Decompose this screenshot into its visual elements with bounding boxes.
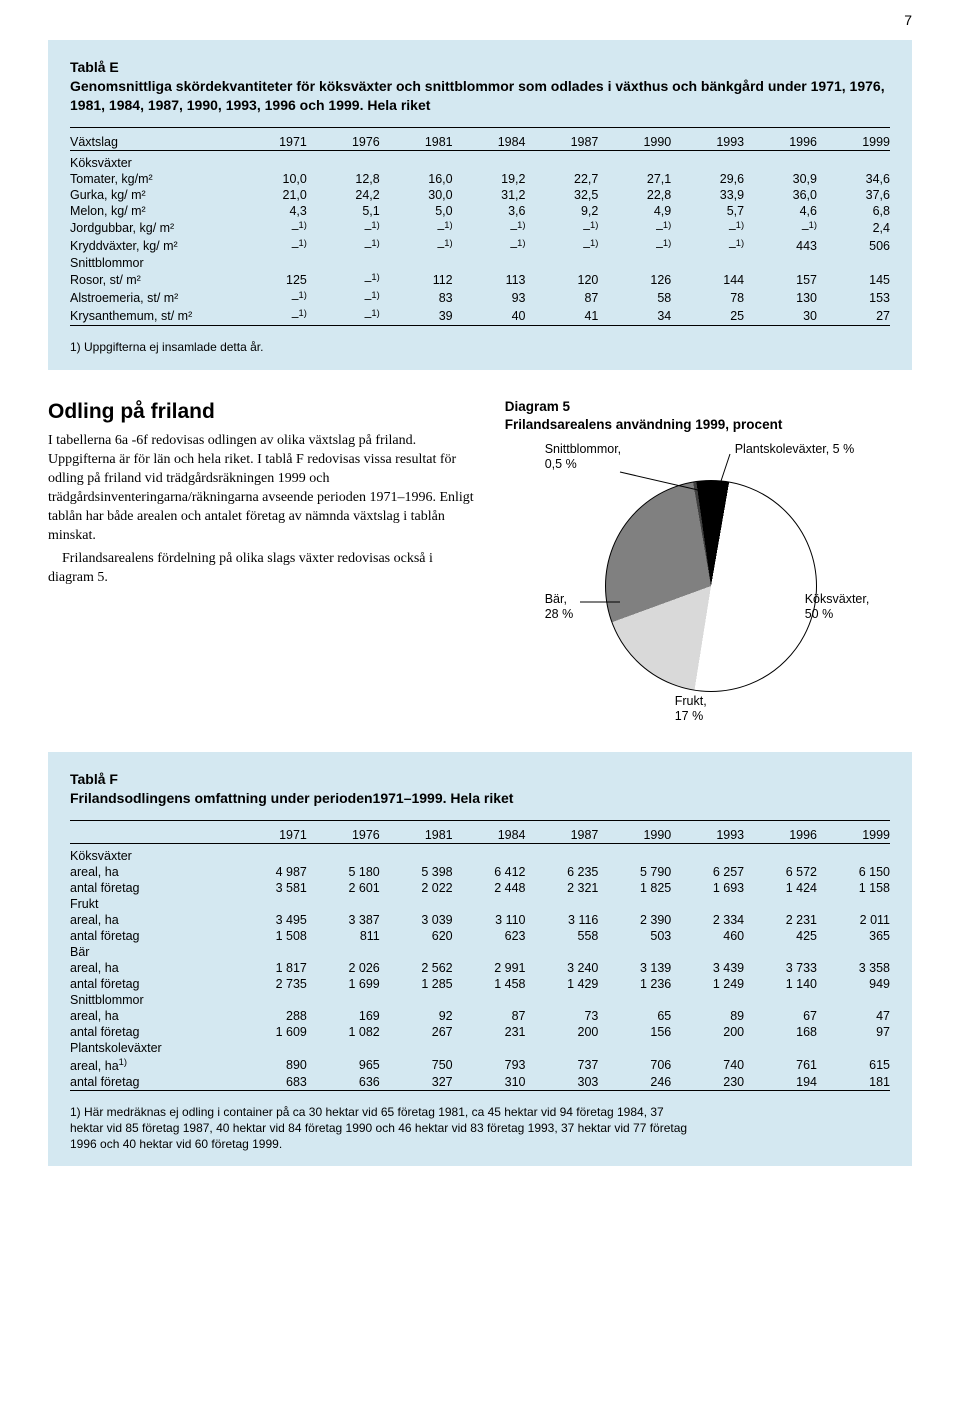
section-head: Köksväxter: [70, 155, 890, 171]
tabla-f-footnote: 1) Här medräknas ej odling i container p…: [70, 1105, 690, 1152]
table-row: areal, ha1)890965750793737706740761615: [70, 1056, 890, 1074]
tabla-e-box: Tablå EGenomsnittliga skördekvantiteter …: [48, 40, 912, 370]
table-row: areal, ha28816992877365896747: [70, 1008, 890, 1024]
section-head: Plantskoleväxter: [70, 1040, 890, 1056]
tabla-e-header: Växtslag 1971 1976 1981 1984 1987 1990 1…: [70, 134, 890, 151]
table-row: areal, ha4 9875 1805 3986 4126 2355 7906…: [70, 864, 890, 880]
table-row: Tomater, kg/m²10,012,816,019,222,727,129…: [70, 171, 890, 187]
table-row: antal företag683636327310303246230194181: [70, 1074, 890, 1091]
tabla-f-box: Tablå FFrilandsodlingens omfattning unde…: [48, 752, 912, 1166]
table-row: Rosor, st/ m²125–1)112113120126144157145: [70, 271, 890, 289]
odling-para2: Frilandsarealens fördelning på olika sla…: [48, 550, 477, 588]
section-head: Köksväxter: [70, 848, 890, 864]
tabla-f-header: 1971 1976 1981 1984 1987 1990 1993 1996 …: [70, 827, 890, 844]
section-head: Snittblommor: [70, 255, 890, 271]
diagram5-box: Diagram 5Frilandsarealens användning 199…: [505, 398, 912, 712]
odling-para1: I tabellerna 6a -6f redovisas odlingen a…: [48, 432, 477, 545]
table-row: antal företag1 6091 08226723120015620016…: [70, 1024, 890, 1040]
section-head: Bär: [70, 944, 890, 960]
section-head: Snittblommor: [70, 992, 890, 1008]
table-row: antal företag3 5812 6012 0222 4482 3211 …: [70, 880, 890, 896]
tabla-f-title: Tablå FFrilandsodlingens omfattning unde…: [70, 770, 890, 808]
odling-heading: Odling på friland: [48, 398, 477, 426]
table-row: antal företag1 5088116206235585034604253…: [70, 928, 890, 944]
tabla-e-table: Växtslag 1971 1976 1981 1984 1987 1990 1…: [70, 127, 890, 331]
table-row: Jordgubbar, kg/ m²–1)–1)–1)–1)–1)–1)–1)–…: [70, 219, 890, 237]
odling-text: Odling på friland I tabellerna 6a -6f re…: [48, 398, 477, 712]
table-row: Alstroemeria, st/ m²–1)–1)83938758781301…: [70, 289, 890, 307]
table-row: Melon, kg/ m²4,35,15,03,69,24,95,74,66,8: [70, 203, 890, 219]
tabla-e-title: Tablå EGenomsnittliga skördekvantiteter …: [70, 58, 890, 115]
vaxtslag-label: Växtslag: [70, 134, 234, 151]
table-row: Kryddväxter, kg/ m²–1)–1)–1)–1)–1)–1)–1)…: [70, 237, 890, 255]
tabla-f-table: 1971 1976 1981 1984 1987 1990 1993 1996 …: [70, 820, 890, 1095]
table-row: antal företag2 7351 6991 2851 4581 4291 …: [70, 976, 890, 992]
pie-leader-lines: [505, 442, 912, 712]
page-number: 7: [904, 12, 912, 28]
diagram5-title: Diagram 5Frilandsarealens användning 199…: [505, 398, 912, 434]
table-row: Krysanthemum, st/ m²–1)–1)39404134253027: [70, 307, 890, 326]
section-head: Frukt: [70, 896, 890, 912]
table-row: areal, ha1 8172 0262 5622 9913 2403 1393…: [70, 960, 890, 976]
table-row: areal, ha3 4953 3873 0393 1103 1162 3902…: [70, 912, 890, 928]
table-row: Gurka, kg/ m²21,024,230,031,232,522,833,…: [70, 187, 890, 203]
tabla-e-footnote: 1) Uppgifterna ej insamlade detta år.: [70, 340, 890, 356]
